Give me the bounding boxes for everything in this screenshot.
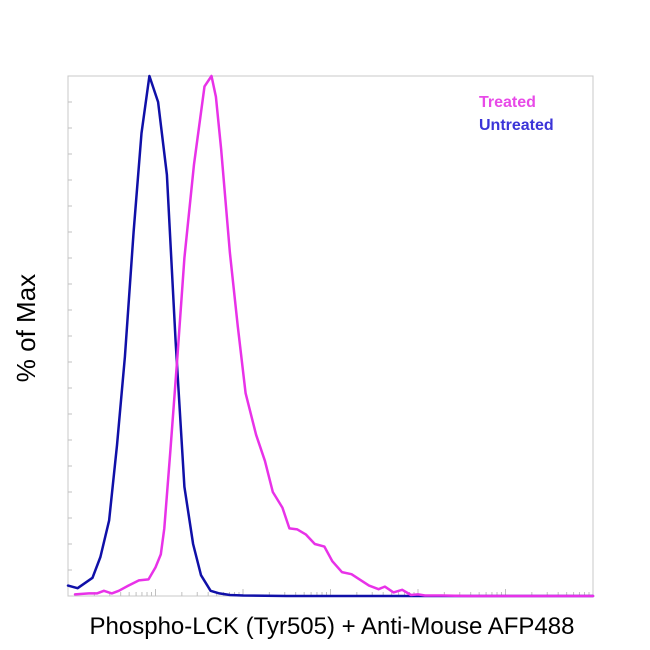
y-axis-title: % of Max bbox=[11, 274, 41, 382]
series-layer bbox=[66, 74, 595, 598]
x-axis-title: Phospho-LCK (Tyr505) + Anti-Mouse AFP488 bbox=[90, 613, 575, 640]
legend-entry-untreated: Untreated bbox=[479, 117, 554, 134]
legend-entry-treated: Treated bbox=[479, 94, 536, 111]
series-line-treated bbox=[73, 74, 595, 598]
series-line-untreated bbox=[66, 74, 595, 598]
plot-frame bbox=[67, 75, 594, 597]
y-axis-ticks bbox=[68, 101, 72, 571]
